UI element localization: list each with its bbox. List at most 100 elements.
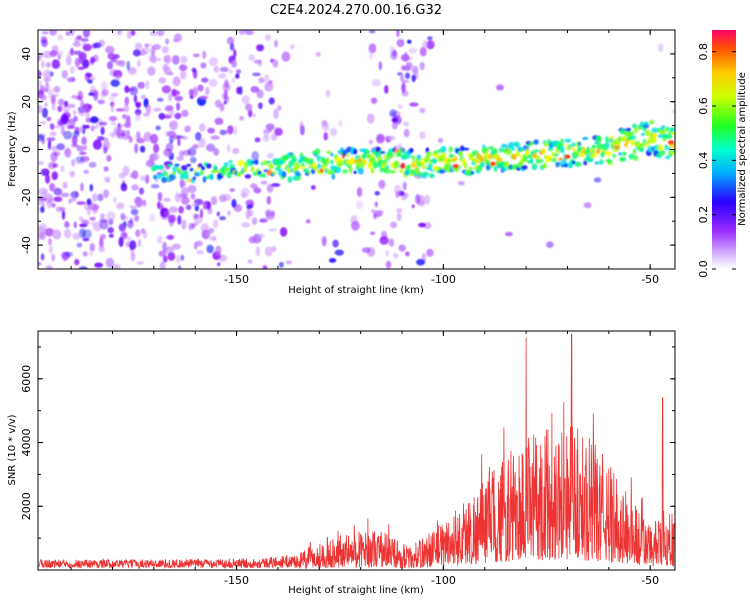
- heatmap-cell: [108, 116, 118, 122]
- heatmap-cell: [97, 193, 104, 202]
- heatmap-cell: [381, 135, 386, 142]
- heatmap-cell: [363, 159, 367, 165]
- heatmap-cell: [192, 176, 196, 181]
- heatmap-cell: [240, 192, 247, 199]
- heatmap-cell: [82, 30, 91, 38]
- heatmap-cell: [310, 168, 316, 174]
- heatmap-cell: [132, 49, 141, 57]
- heatmap-cell: [51, 253, 55, 262]
- heatmap-cell: [355, 200, 364, 209]
- heatmap-cell: [395, 190, 400, 198]
- heatmap-cell: [200, 208, 203, 219]
- heatmap-cell: [223, 89, 228, 100]
- heatmap-cell: [314, 148, 321, 156]
- heatmap-cell: [618, 152, 622, 156]
- heatmap-cell: [401, 82, 406, 94]
- heatmap-cell: [53, 85, 61, 93]
- heatmap-cell: [666, 134, 673, 139]
- heatmap-cell: [253, 59, 262, 64]
- heatmap-cell: [533, 139, 539, 145]
- heatmap-cell: [323, 132, 329, 141]
- heatmap-cell: [260, 180, 268, 185]
- heatmap-cell: [669, 127, 675, 133]
- heatmap-cell: [393, 252, 399, 259]
- heatmap-cell: [223, 162, 229, 167]
- heatmap-cell: [116, 202, 125, 210]
- heatmap-cell: [44, 102, 48, 107]
- heatmap-cell: [161, 85, 171, 94]
- heatmap-cell: [474, 159, 480, 164]
- heatmap-cell: [399, 168, 404, 174]
- colorbar-label: Normalized spectral amplitude: [737, 72, 748, 226]
- heatmap-cell: [375, 209, 385, 214]
- heatmap-cell: [125, 129, 131, 140]
- heatmap-cell: [97, 99, 105, 105]
- heatmap-cell: [251, 217, 258, 225]
- heatmap-cell: [153, 174, 158, 180]
- heatmap-cell: [419, 131, 426, 140]
- heatmap-cell: [50, 145, 58, 152]
- heatmap-cell: [38, 70, 42, 78]
- heatmap-cell: [139, 145, 146, 153]
- heatmap-cell: [103, 146, 108, 154]
- heatmap-cell: [89, 184, 94, 192]
- heatmap-cell: [71, 135, 78, 146]
- heatmap-cell: [273, 108, 279, 120]
- heatmap-cell: [87, 79, 93, 84]
- heatmap-cell: [400, 74, 405, 82]
- heatmap-cell: [665, 155, 671, 160]
- heatmap-cell: [233, 126, 238, 136]
- heatmap-cell: [210, 196, 218, 206]
- heatmap-cell: [189, 95, 194, 100]
- heatmap-cell: [82, 43, 92, 52]
- heatmap-cell: [641, 132, 646, 136]
- heatmap-cell: [188, 222, 193, 232]
- heatmap-cell: [144, 174, 150, 184]
- heatmap-cell: [149, 133, 159, 144]
- heatmap-cell: [49, 50, 59, 57]
- heatmap-cell: [193, 86, 198, 95]
- heatmap-cell: [272, 245, 277, 252]
- heatmap-cell: [103, 166, 109, 172]
- heatmap-cell: [115, 74, 121, 80]
- heatmap-cell: [76, 145, 85, 152]
- heatmap-cell: [415, 194, 421, 204]
- heatmap-cell: [365, 150, 371, 154]
- heatmap-cell: [470, 170, 475, 175]
- heatmap-cell: [231, 60, 237, 68]
- heatmap-cell: [136, 59, 141, 67]
- heatmap-cell: [394, 184, 402, 194]
- heatmap-cell: [165, 142, 174, 152]
- heatmap-cell: [321, 236, 327, 247]
- heatmap-cell: [270, 133, 278, 141]
- heatmap-cell: [374, 201, 378, 208]
- heatmap-cell: [640, 142, 646, 146]
- heatmap-cell: [201, 77, 209, 83]
- heatmap-cell: [268, 163, 274, 170]
- heatmap-cell: [618, 135, 622, 142]
- heatmap-cell: [317, 163, 321, 170]
- heatmap-cell: [72, 109, 77, 116]
- heatmap-cell: [194, 172, 201, 177]
- heatmap-ridge-layer: [151, 119, 675, 184]
- heatmap-cell: [57, 105, 63, 113]
- heatmap-cell: [103, 189, 110, 199]
- heatmap-cell: [196, 250, 204, 255]
- heatmap-cell: [94, 262, 103, 268]
- heatmap-cell: [73, 115, 78, 122]
- heatmap-cell: [496, 84, 504, 91]
- heatmap-cell: [619, 156, 627, 162]
- heatmap-cell: [218, 73, 227, 79]
- heatmap-cell: [67, 103, 76, 108]
- heatmap-cell: [366, 113, 375, 124]
- snr-series-line: [38, 333, 675, 570]
- heatmap-cell: [138, 187, 145, 195]
- heatmap-cell: [197, 163, 203, 168]
- heatmap-cell: [49, 123, 55, 130]
- heatmap-cell: [237, 159, 244, 167]
- heatmap-cell: [93, 42, 102, 49]
- heatmap-cell: [231, 198, 237, 208]
- heatmap-cell: [130, 250, 136, 262]
- heatmap-cell: [426, 151, 432, 157]
- heatmap-cell: [179, 64, 188, 71]
